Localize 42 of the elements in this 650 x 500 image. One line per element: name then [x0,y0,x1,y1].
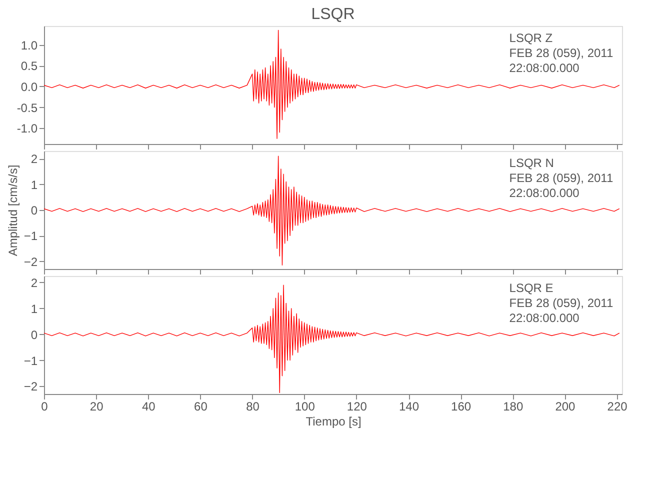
x-tick-label: 120 [346,400,368,414]
x-tick-label: 0 [41,400,48,414]
x-tick-label: 160 [451,400,472,414]
annotation: FEB 28 (059), 2011 [509,46,614,60]
annotation: LSQR N [509,156,554,170]
x-tick-label: 200 [555,400,576,414]
y-tick-label: 0.0 [20,80,38,94]
y-tick-label: 0.5 [20,59,38,74]
y-tick-label: 1.0 [20,38,38,52]
line-series [44,30,620,139]
x-tick-label: 20 [90,400,104,414]
line-series [44,156,620,266]
x-axis-title: Tiempo [s] [306,414,362,428]
x-tick-label: 80 [246,400,260,414]
chart-title: LSQR [311,6,355,23]
annotation: 22:08:00.000 [509,61,580,75]
y-tick-label: 0 [30,204,38,218]
y-axis-title: Amplitud [cm/s/s] [6,164,20,256]
annotation: 22:08:00.000 [509,186,580,200]
x-tick-label: 100 [294,400,316,414]
x-tick-label: 40 [142,400,156,414]
y-tick-label: -0.5 [16,100,38,115]
annotation: LSQR Z [509,31,553,45]
y-tick-label: −2 [24,254,38,269]
x-tick-label: 60 [194,400,208,414]
annotation: FEB 28 (059), 2011 [509,296,614,310]
x-tick-label: 140 [398,400,420,414]
y-tick-label: 2 [30,276,38,290]
y-tick-label: 1 [30,178,38,192]
annotation: 22:08:00.000 [509,311,580,325]
x-tick-label: 220 [607,400,628,414]
y-tick-label: -1.0 [16,122,38,136]
y-tick-label: 1 [30,302,38,316]
annotation: LSQR E [509,281,554,295]
annotation: FEB 28 (059), 2011 [509,171,614,185]
y-tick-label: 0 [30,328,38,342]
y-tick-label: −2 [24,380,38,394]
x-tick-label: 180 [503,400,524,414]
y-tick-label: −1 [24,229,38,244]
y-tick-label: −1 [24,354,38,368]
line-series [44,284,620,394]
y-tick-label: 2 [30,152,38,166]
